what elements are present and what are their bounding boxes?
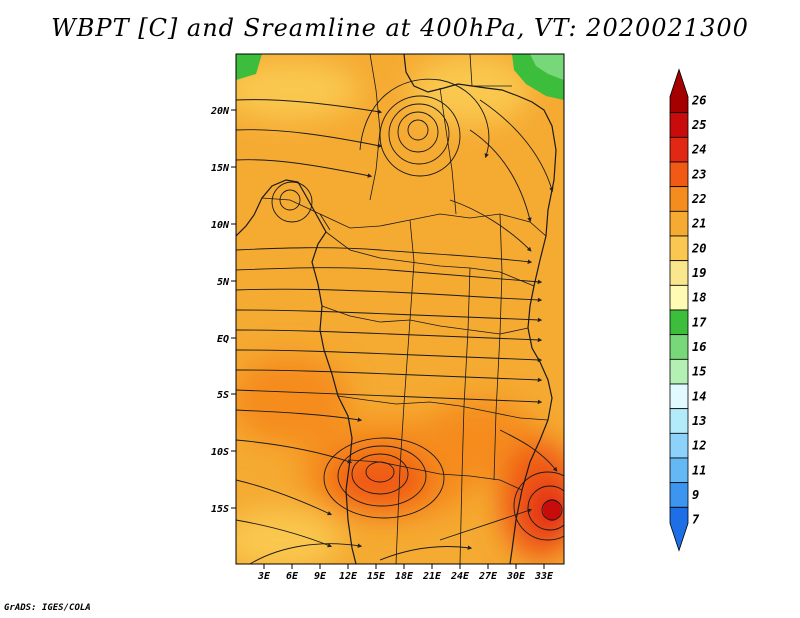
colorbar-label: 21 [691, 217, 706, 231]
lon-label: 6E [286, 571, 299, 582]
colorbar-cell [669, 136, 689, 163]
colorbar-cell [669, 112, 689, 138]
shading-22c-west [236, 355, 350, 445]
colorbar-cell [669, 260, 689, 286]
lon-label: 9E [314, 571, 327, 582]
shading-20c-southwest [236, 510, 340, 564]
colorbar-label: 9 [692, 488, 699, 502]
colorbar-cell [669, 186, 689, 212]
lon-label: 27E [478, 571, 498, 582]
colorbar-cell [669, 284, 689, 311]
map-frame [235, 53, 565, 565]
shading-22c-southeast [420, 400, 540, 480]
lat-label: 10N [211, 220, 230, 231]
colorbar-label: 12 [692, 439, 706, 453]
coastline-east [403, 54, 557, 564]
colorbar-cell [669, 210, 689, 237]
lon-label: 3E [257, 571, 271, 582]
colorbar-cell [669, 161, 689, 188]
shading-20c-northeast [410, 55, 530, 125]
colorbar-label: 14 [692, 389, 706, 403]
colorbar-label: 7 [692, 513, 700, 527]
colorbar-label: 11 [692, 463, 706, 477]
lon-label: 18E [395, 571, 414, 582]
lat-label: 15N [211, 163, 230, 174]
colorbar-label: 26 [691, 93, 706, 107]
colorbar-cell [669, 457, 689, 484]
lat-label: 20N [210, 106, 230, 117]
colorbar-cell [669, 432, 689, 459]
shading-17c-northwest [236, 54, 262, 80]
colorbar-label: 22 [691, 192, 706, 206]
colorbar-label: 23 [691, 167, 706, 181]
lat-label: 15S [211, 504, 229, 515]
lon-label: 33E [534, 571, 554, 582]
shading-23c-south [330, 450, 430, 510]
lon-tick-marks [263, 564, 545, 569]
colorbar-label: 13 [692, 414, 706, 428]
lat-label: 5S [217, 390, 229, 401]
colorbar-label: 16 [692, 340, 706, 354]
colorbar-cell [669, 383, 689, 410]
colorbar-cell [669, 309, 689, 336]
lat-label: EQ [217, 334, 229, 345]
colorbar: 26 25 24 23 22 21 20 19 18 17 16 15 14 13 12 11 9 7 [669, 68, 707, 552]
colorbar-cell [669, 334, 689, 360]
colorbar-label: 15 [692, 365, 706, 379]
map-panel [236, 54, 564, 564]
colorbar-label: 24 [691, 143, 706, 157]
colorbar-label: 20 [691, 241, 706, 255]
lon-label: 24E [450, 571, 470, 582]
colorbar-label: 25 [691, 118, 706, 132]
country-borders [261, 54, 549, 564]
colorbar-label: 18 [692, 291, 706, 305]
colorbar-bottom-triangle [669, 506, 689, 552]
lat-label: 10S [211, 447, 229, 458]
shading-25c [543, 499, 561, 521]
grads-credit: GrADS: IGES/COLA [4, 603, 91, 613]
lon-label: 12E [339, 571, 358, 582]
lon-label: 21E [422, 571, 442, 582]
shading-16c-northeast [530, 54, 564, 80]
lat-label: 5N [217, 277, 230, 288]
colorbar-cell [669, 358, 689, 385]
map-title: WBPT [C] and Sreamline at 400hPa, VT: 20… [51, 14, 749, 42]
lon-label: 30E [506, 571, 526, 582]
streamlines [236, 78, 564, 564]
lon-label: 15E [367, 571, 386, 582]
colorbar-top-triangle [669, 68, 689, 114]
colorbar-label: 19 [692, 266, 706, 280]
lat-tick-marks [231, 109, 236, 509]
colorbar-cell [669, 235, 689, 262]
colorbar-cell [669, 482, 689, 508]
colorbar-label: 17 [692, 315, 707, 329]
colorbar-cell [669, 408, 689, 434]
